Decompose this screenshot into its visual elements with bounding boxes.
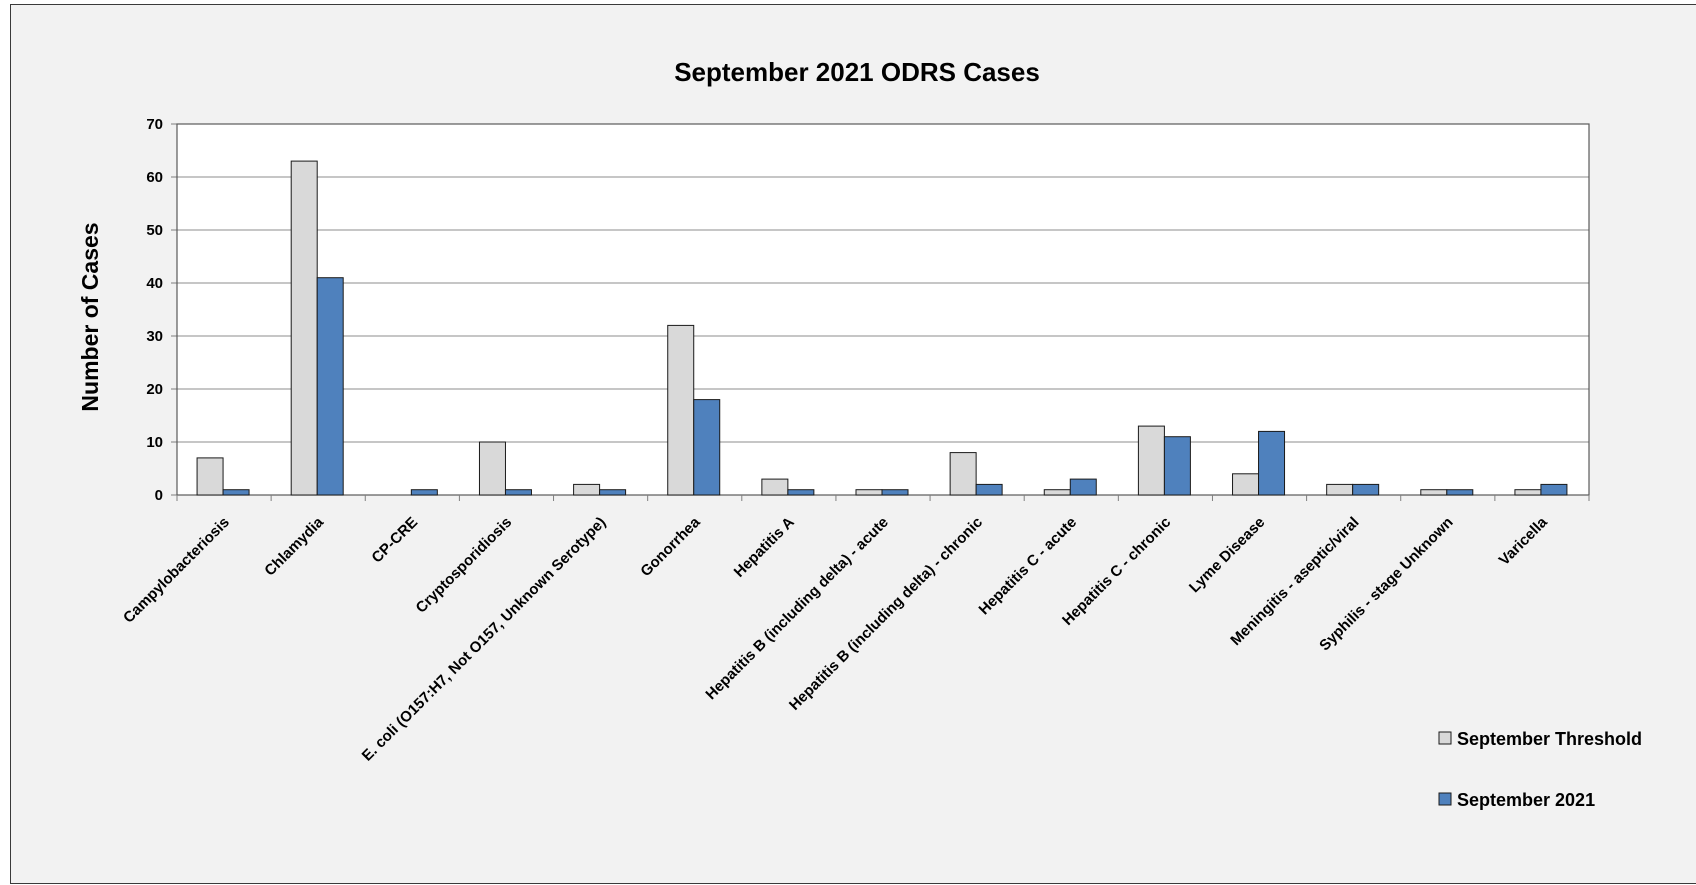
y-axis-label: Number of Cases [77, 222, 103, 411]
bar-september-2021 [1540, 483, 1568, 496]
y-tick-label: 70 [146, 116, 163, 133]
bar-threshold [1232, 473, 1260, 496]
bar-threshold [949, 452, 977, 496]
y-tick-label: 30 [146, 328, 163, 345]
bar-threshold [1137, 425, 1165, 496]
x-category-label: CP-CRE [368, 514, 421, 567]
bar-september-2021 [1069, 478, 1097, 496]
y-tick-label: 60 [146, 169, 163, 186]
legend: September Threshold September 2021 [1438, 729, 1642, 810]
x-category-label: Hepatitis B (including delta) - chronic [786, 514, 986, 714]
bar-september-2021 [222, 489, 250, 496]
bar-september-2021 [1163, 436, 1191, 496]
bar-september-2021 [599, 489, 627, 496]
legend-entry: September Threshold [1457, 729, 1642, 749]
bar-september-2021 [1352, 483, 1380, 496]
x-category-label: Chlamydia [261, 513, 327, 579]
bar-threshold [761, 478, 789, 496]
legend-swatch [1438, 792, 1452, 806]
x-category-label: Gonorrhea [637, 513, 704, 580]
bar-september-2021 [1446, 489, 1474, 496]
y-tick-label: 20 [146, 381, 163, 398]
x-category-label: Campylobacteriosis [120, 514, 233, 627]
bar-threshold [1514, 489, 1542, 496]
bar-september-2021 [881, 489, 909, 496]
chart-frame: September 2021 ODRS Cases Number of Case… [10, 4, 1696, 884]
plot-area: 0 10 20 30 40 50 60 70 Campylobacteriosis Chlamyd… [120, 116, 1590, 765]
bar-threshold [573, 483, 601, 496]
y-tick-label: 40 [146, 275, 163, 292]
bar-chart: September 2021 ODRS Cases Number of Case… [77, 57, 1642, 810]
y-tick-label: 50 [146, 222, 163, 239]
bar-september-2021 [787, 489, 815, 496]
bar-september-2021 [975, 483, 1003, 496]
bar-threshold [1420, 489, 1448, 496]
chart-title: September 2021 ODRS Cases [674, 57, 1040, 87]
bar-threshold [1043, 489, 1071, 496]
bar-september-2021 [693, 399, 721, 496]
x-category-label: Lyme Disease [1186, 514, 1268, 596]
plot-background [177, 124, 1589, 495]
bar-september-2021 [1258, 430, 1286, 496]
bar-threshold [667, 324, 695, 496]
bar-threshold [1326, 483, 1354, 496]
x-category-label: Varicella [1496, 513, 1552, 569]
x-category-label: Cryptosporidiosis [413, 514, 516, 617]
bar-september-2021 [316, 277, 344, 496]
x-category-label: Hepatitis C - acute [976, 514, 1081, 619]
legend-swatch [1438, 731, 1452, 745]
y-tick-label: 0 [155, 487, 163, 504]
bar-threshold [855, 489, 883, 496]
bar-threshold [478, 441, 506, 496]
bar-threshold [290, 160, 318, 496]
legend-entry: September 2021 [1457, 790, 1595, 810]
x-category-label: Hepatitis A [731, 514, 798, 581]
x-category-label: Hepatitis B (including delta) - acute [702, 514, 891, 703]
bar-september-2021 [504, 489, 532, 496]
bar-september-2021 [410, 489, 438, 496]
bar-threshold [196, 457, 224, 496]
x-category-label: Hepatitis C - chronic [1059, 514, 1174, 629]
y-tick-label: 10 [146, 434, 163, 451]
